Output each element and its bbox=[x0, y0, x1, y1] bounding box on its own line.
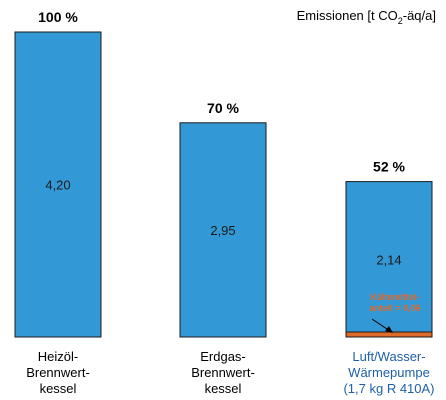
category-label: Luft/Wasser- bbox=[352, 349, 425, 364]
percent-label: 100 % bbox=[38, 9, 78, 25]
bar bbox=[179, 122, 267, 338]
percent-label: 52 % bbox=[373, 159, 405, 175]
bar-value-label: 2,95 bbox=[210, 223, 235, 238]
category-label: kessel bbox=[205, 381, 242, 396]
bar bbox=[345, 181, 433, 338]
category-label: (1,7 kg R 410A) bbox=[343, 381, 434, 396]
category-label: Brennwert- bbox=[191, 365, 255, 380]
bar-value-label: 2,14 bbox=[376, 252, 401, 267]
category-label: Heizöl- bbox=[38, 349, 78, 364]
refrigerant-share-label: anteil = 0,06 bbox=[369, 303, 420, 313]
category-label: kessel bbox=[40, 381, 77, 396]
unit-label: Emissionen [t CO2-äq/a] bbox=[297, 8, 436, 26]
refrigerant-share-label: Kältemittel- bbox=[370, 292, 419, 302]
category-label: Erdgas- bbox=[200, 349, 246, 364]
percent-label: 70 % bbox=[207, 100, 239, 116]
refrigerant-share-bar bbox=[345, 331, 433, 338]
refrigerant-arrow-head bbox=[385, 326, 393, 333]
category-label: Wärmepumpe bbox=[348, 365, 430, 380]
category-label: Brennwert- bbox=[26, 365, 90, 380]
bar-value-label: 4,20 bbox=[45, 178, 70, 193]
bar bbox=[14, 31, 102, 338]
